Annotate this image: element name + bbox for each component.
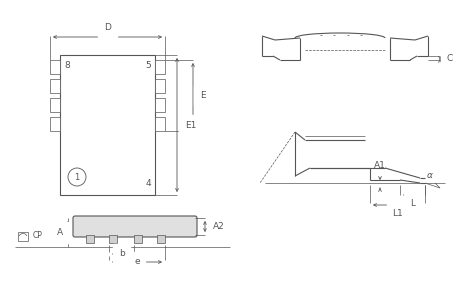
Bar <box>86 235 94 243</box>
Bar <box>60 55 155 195</box>
Text: A1: A1 <box>374 161 386 170</box>
Bar <box>109 235 117 243</box>
Text: D: D <box>104 23 111 32</box>
Bar <box>50 117 60 131</box>
Text: A: A <box>57 228 63 237</box>
Text: 4: 4 <box>145 179 151 187</box>
FancyBboxPatch shape <box>73 216 197 237</box>
Text: α: α <box>427 170 433 179</box>
Text: 1: 1 <box>74 172 80 181</box>
Text: e: e <box>134 258 140 266</box>
Text: E1: E1 <box>185 120 196 130</box>
Text: CP: CP <box>33 231 43 241</box>
Bar <box>155 60 165 74</box>
Bar <box>134 235 142 243</box>
Bar <box>50 79 60 93</box>
Bar <box>155 79 165 93</box>
Bar <box>18 232 28 241</box>
Text: b: b <box>118 250 124 258</box>
Text: 5: 5 <box>145 60 151 70</box>
Text: L1: L1 <box>392 209 403 218</box>
Bar <box>50 60 60 74</box>
Bar <box>155 98 165 112</box>
Text: C: C <box>447 53 453 62</box>
Bar <box>157 235 165 243</box>
Bar <box>50 98 60 112</box>
Text: L: L <box>410 199 415 208</box>
Text: 8: 8 <box>64 60 70 70</box>
Text: A2: A2 <box>213 222 225 231</box>
Bar <box>155 117 165 131</box>
Text: E: E <box>200 91 206 100</box>
